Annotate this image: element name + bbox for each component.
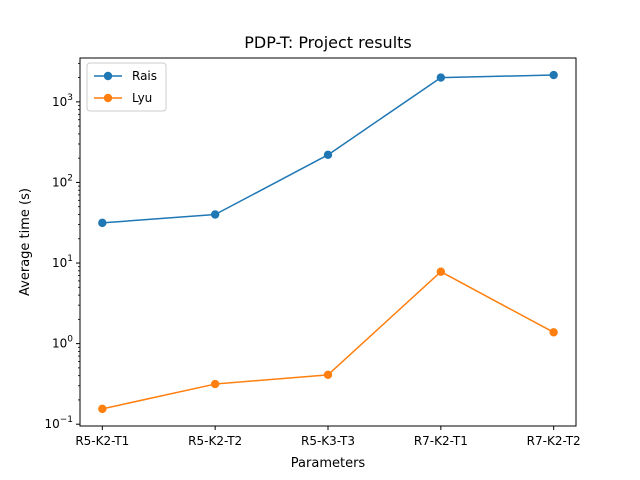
x-tick-label: R5-K2-T2 <box>188 434 242 448</box>
legend-label: Rais <box>132 69 157 83</box>
y-tick-label: 10−1 <box>44 415 73 431</box>
data-point-rais <box>98 218 107 228</box>
legend-label: Lyu <box>132 91 152 105</box>
data-point-lyu <box>98 404 107 414</box>
legend-marker <box>103 93 113 103</box>
data-point-rais <box>436 73 446 82</box>
x-tick-label: R7-K2-T2 <box>527 434 581 448</box>
x-tick-label: R7-K2-T1 <box>414 434 468 448</box>
y-axis-label: Average time (s) <box>18 188 33 296</box>
data-point-rais <box>549 70 558 80</box>
y-axis: 10−1 100 101 102 103 <box>44 62 80 431</box>
legend-marker <box>103 71 113 81</box>
data-point-lyu <box>549 328 558 337</box>
y-tick-label: 101 <box>52 254 73 270</box>
plot-area <box>98 70 558 414</box>
x-tick-label: R5-K3-T3 <box>301 434 355 448</box>
data-point-rais <box>210 210 220 219</box>
data-point-lyu <box>210 379 220 389</box>
y-tick-label: 100 <box>52 335 73 351</box>
x-tick-label: R5-K2-T1 <box>75 434 129 448</box>
y-tick-label: 103 <box>52 93 73 109</box>
data-point-lyu <box>436 267 446 276</box>
data-point-lyu <box>323 370 333 380</box>
legend: Rais Lyu <box>86 62 167 112</box>
x-axis: R5-K2-T1 R5-K2-T2 R5-K3-T3 R7-K2-T1 R7-K2-T2 <box>75 426 581 448</box>
chart-title: PDP-T: Project results <box>244 33 412 52</box>
data-point-rais <box>323 150 333 160</box>
x-axis-label: Parameters <box>291 456 366 471</box>
y-tick-label: 102 <box>52 173 73 189</box>
